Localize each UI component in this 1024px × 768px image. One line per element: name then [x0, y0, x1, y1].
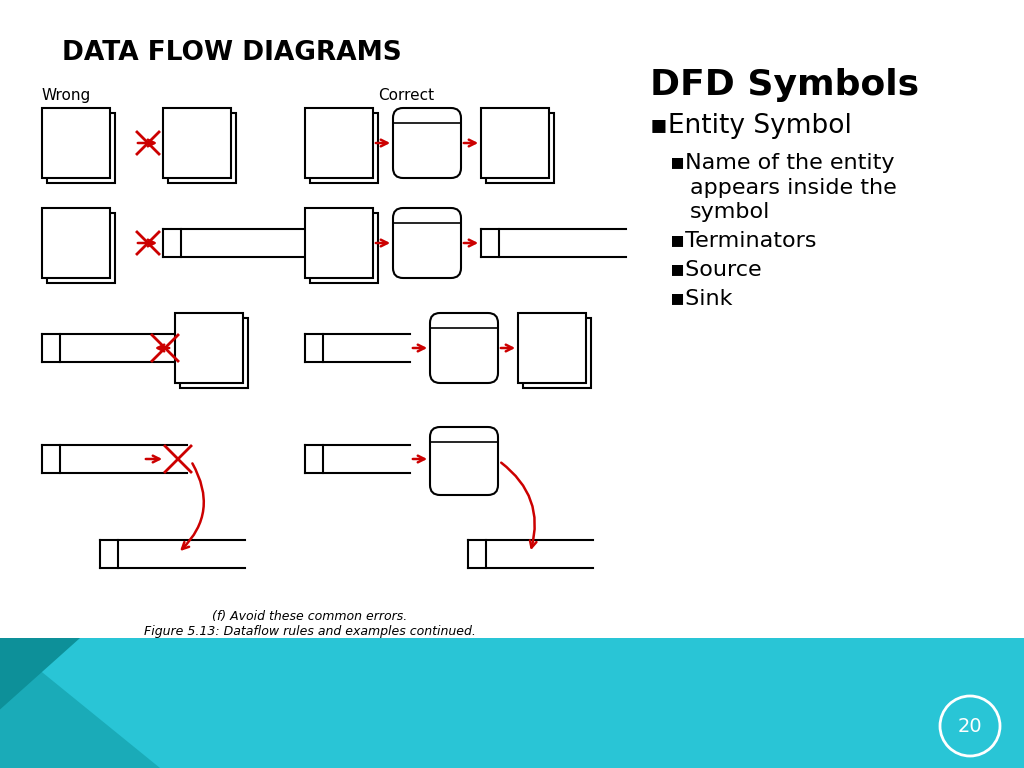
Text: ▪Sink: ▪Sink [670, 289, 732, 309]
Polygon shape [0, 638, 80, 710]
Bar [305, 108, 373, 178]
FancyBboxPatch shape [393, 108, 461, 178]
Bar [518, 313, 586, 383]
FancyBboxPatch shape [393, 208, 461, 278]
Bar [168, 113, 236, 183]
Text: ▪Source: ▪Source [670, 260, 762, 280]
Polygon shape [0, 638, 160, 768]
Text: Wrong: Wrong [42, 88, 91, 103]
Text: appears inside the: appears inside the [690, 178, 897, 198]
Bar [47, 113, 115, 183]
Bar [163, 108, 231, 178]
Text: ▪Entity Symbol: ▪Entity Symbol [650, 113, 852, 139]
Bar [47, 213, 115, 283]
Bar [523, 318, 591, 388]
Bar [310, 213, 378, 283]
Text: ▪Terminators: ▪Terminators [670, 231, 816, 251]
Bar [175, 313, 243, 383]
Text: Correct: Correct [378, 88, 434, 103]
Bar [638, 0, 1024, 638]
Bar [481, 108, 549, 178]
Text: symbol: symbol [690, 202, 770, 222]
Bar [310, 113, 378, 183]
Bar [305, 208, 373, 278]
Text: (f) Avoid these common errors.: (f) Avoid these common errors. [212, 610, 408, 623]
Text: ▪Name of the entity: ▪Name of the entity [670, 153, 895, 173]
Bar [42, 108, 110, 178]
Bar [180, 318, 248, 388]
Text: Figure 5.13: Dataflow rules and examples continued.: Figure 5.13: Dataflow rules and examples… [144, 625, 476, 638]
Text: 20: 20 [957, 717, 982, 736]
FancyBboxPatch shape [430, 427, 498, 495]
Bar [486, 113, 554, 183]
Text: DFD Symbols: DFD Symbols [650, 68, 920, 102]
FancyBboxPatch shape [430, 313, 498, 383]
Bar [42, 208, 110, 278]
Text: DATA FLOW DIAGRAMS: DATA FLOW DIAGRAMS [62, 40, 401, 66]
Bar [0, 638, 1024, 768]
